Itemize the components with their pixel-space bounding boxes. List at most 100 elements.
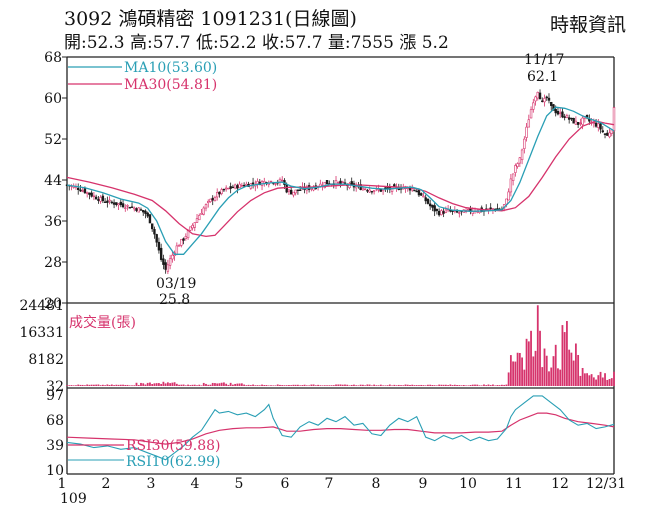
candle-body bbox=[366, 190, 369, 192]
candle-body bbox=[379, 189, 383, 192]
candle-body bbox=[550, 101, 553, 106]
volume-bar bbox=[321, 385, 324, 386]
candle-body bbox=[155, 234, 158, 243]
volume-bar bbox=[124, 384, 127, 386]
volume-bar bbox=[353, 384, 355, 386]
x-tick-label: 10 bbox=[459, 476, 477, 492]
price-tick-label: 52 bbox=[44, 132, 62, 148]
x-tick-label: 12/31 bbox=[586, 476, 626, 492]
volume-bar bbox=[229, 382, 232, 386]
volume-bar bbox=[68, 385, 71, 386]
ma10-legend: MA10(53.60) bbox=[124, 60, 217, 76]
volume-bar bbox=[214, 383, 216, 386]
volume-bar bbox=[169, 383, 172, 386]
volume-bar bbox=[496, 385, 499, 386]
candle-body bbox=[597, 123, 600, 128]
candle-body bbox=[133, 207, 136, 210]
volume-bar bbox=[207, 384, 210, 386]
candle-body bbox=[144, 210, 147, 214]
volume-bar bbox=[158, 383, 160, 386]
volume-bar bbox=[355, 385, 358, 386]
volume-bar bbox=[404, 384, 407, 386]
candle-body bbox=[554, 109, 557, 114]
volume-bar bbox=[579, 375, 582, 386]
candle-body bbox=[579, 122, 582, 125]
candle-body bbox=[213, 197, 217, 202]
volume-bar bbox=[451, 385, 454, 386]
candle-body bbox=[103, 201, 107, 203]
candle-body bbox=[204, 204, 208, 209]
volume-bar bbox=[366, 384, 369, 386]
candle-body bbox=[527, 119, 531, 128]
price-tick-label: 36 bbox=[44, 214, 62, 230]
candle-body bbox=[101, 195, 105, 202]
candle-body bbox=[150, 223, 154, 230]
candle-body bbox=[209, 198, 212, 202]
volume-bar bbox=[227, 384, 230, 386]
candle-body bbox=[612, 107, 616, 132]
volume-bar bbox=[348, 385, 351, 386]
candle-body bbox=[509, 178, 513, 193]
candle-body bbox=[572, 117, 575, 124]
candle-body bbox=[77, 187, 80, 190]
volume-bar bbox=[375, 385, 378, 386]
candle-body bbox=[294, 189, 297, 194]
candle-body bbox=[222, 188, 226, 191]
candle-body bbox=[543, 98, 546, 103]
volume-bar bbox=[196, 385, 198, 386]
volume-bar bbox=[261, 384, 263, 386]
volume-bar bbox=[435, 385, 438, 386]
volume-bar bbox=[406, 384, 409, 386]
x-tick-label: 2 bbox=[102, 476, 111, 492]
candle-body bbox=[350, 181, 353, 185]
volume-bar bbox=[541, 367, 544, 386]
volume-bar bbox=[108, 384, 111, 386]
candle-body bbox=[200, 213, 203, 215]
volume-bar bbox=[420, 384, 423, 386]
volume-bar bbox=[173, 382, 176, 386]
x-tick-label: 6 bbox=[281, 476, 290, 492]
volume-bar bbox=[303, 384, 306, 386]
volume-bar bbox=[323, 385, 326, 386]
volume-bar bbox=[234, 383, 237, 386]
volume-bar bbox=[588, 375, 591, 386]
candle-body bbox=[139, 209, 143, 211]
candle-body bbox=[442, 211, 445, 214]
volume-bar bbox=[552, 356, 555, 386]
volume-bar bbox=[525, 338, 528, 386]
volume-bar bbox=[330, 385, 333, 386]
price-tick-label: 28 bbox=[44, 255, 62, 271]
candle-body bbox=[108, 199, 111, 202]
volume-bar bbox=[249, 385, 252, 386]
volume-bar bbox=[456, 385, 458, 386]
volume-bar bbox=[332, 385, 335, 386]
quote-summary: 開:52.3 高:57.7 低:52.2 收:57.7 量:7555 漲 5.2 bbox=[64, 33, 449, 53]
low-date-label: 03/19 bbox=[156, 276, 196, 292]
volume-bar bbox=[422, 385, 425, 386]
candle-body bbox=[428, 203, 432, 207]
candle-body bbox=[489, 207, 492, 209]
volume-bar bbox=[532, 356, 535, 386]
candle-body bbox=[292, 191, 295, 196]
volume-bar bbox=[469, 385, 472, 386]
volume-bar bbox=[211, 382, 214, 386]
volume-bar bbox=[498, 385, 501, 386]
candle-body bbox=[558, 112, 562, 114]
high-value-label: 62.1 bbox=[527, 69, 558, 85]
candle-body bbox=[119, 201, 123, 206]
volume-bar bbox=[175, 383, 178, 386]
candle-body bbox=[574, 120, 578, 125]
candle-body bbox=[532, 102, 535, 110]
volume-bar bbox=[166, 382, 169, 386]
candle-body bbox=[422, 195, 425, 198]
volume-bar bbox=[225, 383, 228, 386]
candle-body bbox=[529, 109, 533, 119]
volume-bar bbox=[424, 385, 427, 386]
volume-bar bbox=[86, 384, 89, 386]
volume-bar bbox=[236, 383, 239, 386]
volume-bar bbox=[570, 352, 573, 386]
volume-bar bbox=[319, 385, 322, 386]
volume-bar bbox=[180, 384, 183, 386]
volume-bar bbox=[543, 348, 546, 386]
